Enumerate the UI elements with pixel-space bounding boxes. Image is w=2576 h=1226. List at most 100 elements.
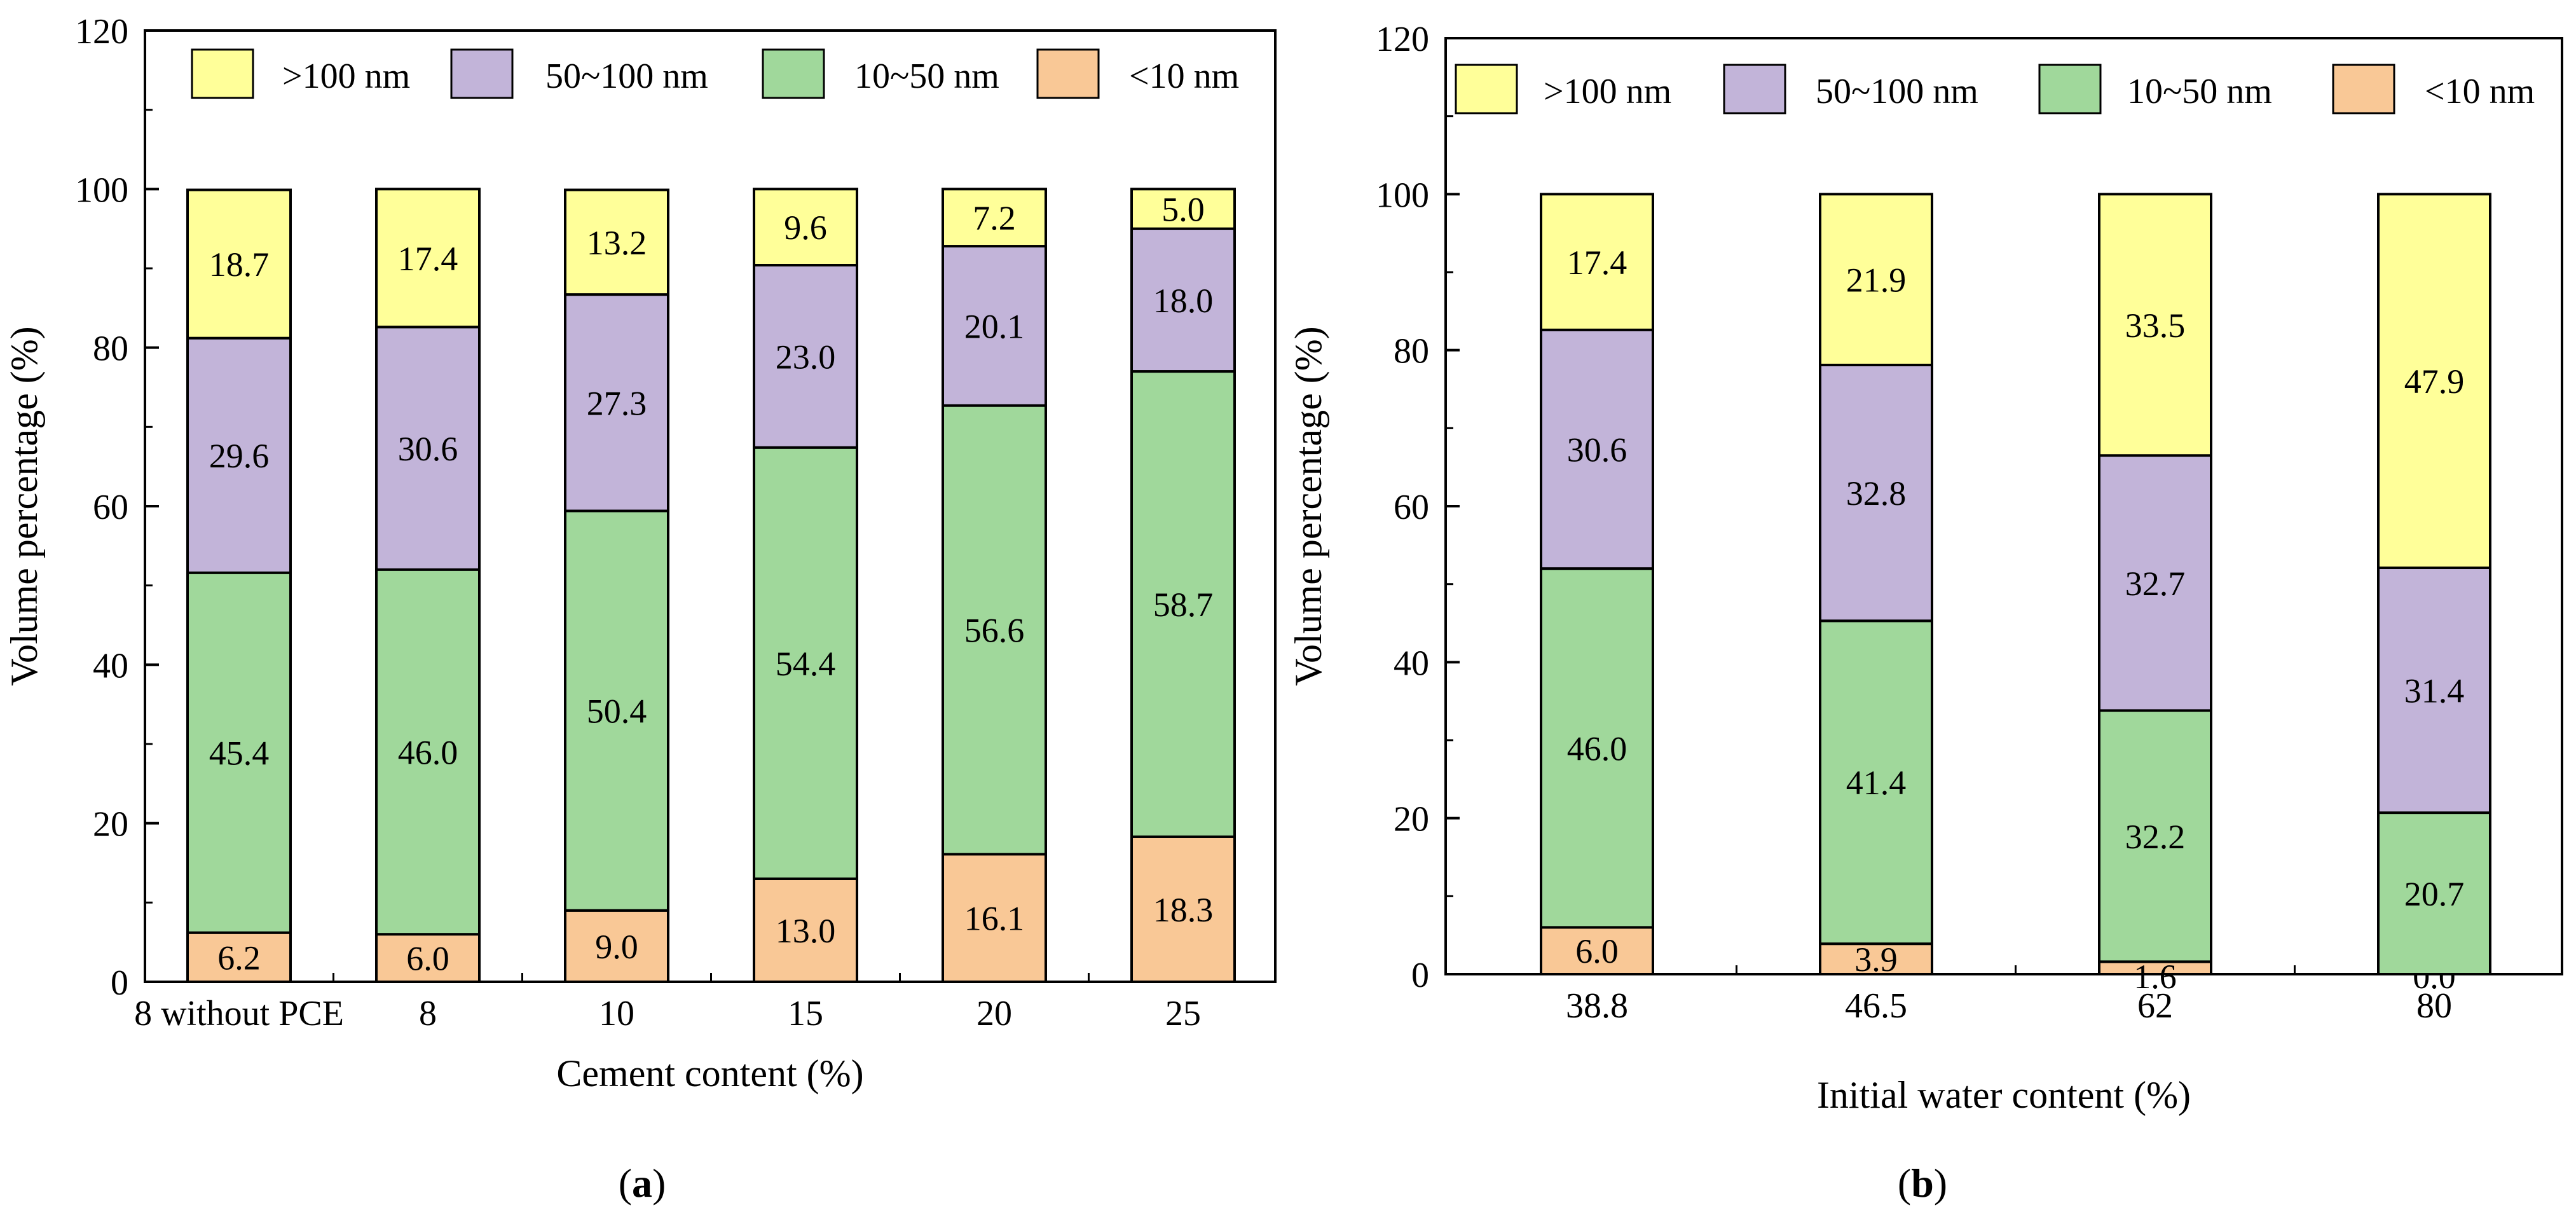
bar-a-5-50to100	[942, 245, 1047, 407]
plot-frame-a	[144, 29, 1277, 983]
data-label-b-3-3: 32.7	[2125, 565, 2186, 603]
panel-label-b: (b)	[1898, 1161, 1947, 1206]
y-tick-label-a-4: 80	[93, 329, 128, 369]
data-label-a-4-2: 54.4	[776, 645, 836, 683]
x-tick-label-a-4: 15	[788, 994, 823, 1033]
data-label-b-1-4: 17.4	[1567, 244, 1627, 282]
data-label-b-3-2: 32.2	[2125, 818, 2186, 856]
bar-a-6-50to100	[1130, 227, 1236, 373]
legend-swatch-b-3	[2038, 64, 2102, 114]
y-tick-label-b-0: 0	[1411, 956, 1429, 995]
chart-panel-b: 6.0 46.0 30.6 17.4 3.9 41.4 32.8 21.9 1.6 32.2 32.…	[1287, 20, 2563, 1206]
data-label-a-3-3: 27.3	[587, 384, 647, 422]
bar-b-4-gt100	[2377, 193, 2491, 569]
bar-b-2-50to100	[1819, 363, 1933, 623]
legend-swatch-b-2	[1723, 64, 1786, 114]
data-label-a-1-1: 6.2	[217, 939, 261, 977]
legend-label-b-2: 50~100 nm	[1816, 72, 1978, 111]
bar-a-4-50to100	[753, 264, 858, 449]
legend-swatch-b-1	[1455, 64, 1518, 114]
legend-label-b-3: 10~50 nm	[2127, 72, 2272, 111]
legend-label-a-4: <10 nm	[1129, 57, 1239, 96]
legend-swatch-b-4	[2332, 64, 2395, 114]
bar-b-2-gt100	[1819, 193, 1933, 366]
data-label-a-5-1: 16.1	[964, 900, 1025, 938]
data-label-a-6-4: 5.0	[1161, 191, 1205, 229]
legend-swatch-a-3	[762, 48, 825, 99]
bar-a-3-gt100	[564, 188, 669, 296]
data-label-a-5-2: 56.6	[964, 611, 1025, 649]
y-tick-label-a-1: 20	[93, 805, 128, 844]
data-label-b-1-3: 30.6	[1567, 430, 1627, 469]
data-label-b-1-2: 46.0	[1567, 729, 1627, 768]
bar-a-2-gt100	[375, 188, 481, 329]
data-label-a-2-3: 30.6	[398, 430, 458, 468]
legend-swatch-a-2	[450, 48, 514, 99]
data-label-a-3-2: 50.4	[587, 692, 647, 731]
y-tick-label-b-4: 80	[1394, 332, 1429, 371]
data-label-a-3-1: 9.0	[595, 928, 638, 966]
bar-a-6-gt100	[1130, 188, 1236, 230]
data-label-a-2-4: 17.4	[398, 240, 458, 278]
bar-b-2-10to50	[1819, 619, 1933, 946]
bar-b-3-gt100	[2098, 193, 2212, 457]
legend-swatch-a-1	[191, 48, 254, 99]
data-label-a-5-4: 7.2	[973, 199, 1016, 237]
data-label-a-6-3: 18.0	[1153, 282, 1214, 320]
panel-label-a: (a)	[619, 1161, 666, 1206]
bar-a-6-lt10	[1130, 835, 1236, 983]
y-tick-label-a-0: 0	[111, 963, 128, 1003]
bar-b-1-gt100	[1540, 193, 1654, 331]
y-tick-label-b-3: 60	[1394, 488, 1429, 527]
legend-label-a-3: 10~50 nm	[854, 57, 999, 96]
y-tick-label-a-2: 40	[93, 646, 128, 685]
x-tick-label-b-4: 80	[2416, 986, 2452, 1026]
bar-a-3-50to100	[564, 293, 669, 513]
bar-b-3-10to50	[2098, 709, 2212, 963]
y-tick-label-a-6: 120	[75, 12, 128, 52]
bar-a-4-gt100	[753, 188, 858, 267]
x-tick-label-b-2: 46.5	[1845, 986, 1907, 1026]
legend-label-b-1: >100 nm	[1544, 72, 1671, 111]
x-axis-label-b: Initial water content (%)	[1817, 1074, 2191, 1116]
data-label-a-2-1: 6.0	[406, 940, 449, 978]
data-label-a-1-3: 29.6	[209, 437, 270, 475]
data-label-b-2-3: 32.8	[1846, 474, 1907, 513]
bar-a-3-10to50	[564, 509, 669, 912]
data-label-a-4-1: 13.0	[776, 912, 836, 950]
data-label-a-6-2: 58.7	[1153, 586, 1214, 624]
data-label-b-2-2: 41.4	[1846, 764, 1907, 802]
x-tick-label-a-2: 8	[419, 994, 437, 1033]
bar-b-3-50to100	[2098, 454, 2212, 712]
bar-b-1-50to100	[1540, 328, 1654, 570]
y-tick-label-b-6: 120	[1376, 20, 1429, 59]
y-tick-label-b-2: 40	[1394, 644, 1429, 683]
legend-label-a-1: >100 nm	[282, 57, 410, 96]
y-tick-label-b-5: 100	[1376, 176, 1429, 215]
y-tick-label-a-5: 100	[75, 170, 128, 210]
x-tick-label-b-1: 38.8	[1566, 986, 1628, 1026]
bar-a-2-50to100	[375, 326, 481, 571]
legend-label-a-2: 50~100 nm	[545, 57, 708, 96]
y-tick-label-b-1: 20	[1394, 800, 1429, 839]
data-label-b-3-1: 1.6	[2134, 958, 2177, 996]
data-label-a-4-4: 9.6	[784, 209, 827, 247]
x-tick-label-a-3: 10	[599, 994, 634, 1033]
x-axis-label-a: Cement content (%)	[556, 1052, 863, 1094]
data-label-b-4-3: 31.4	[2404, 672, 2465, 710]
bar-a-2-10to50	[375, 568, 481, 936]
data-label-b-3-4: 33.5	[2125, 306, 2186, 345]
data-label-b-4-4: 47.9	[2404, 362, 2465, 401]
y-tick-label-a-3: 60	[93, 488, 128, 527]
bar-a-1-gt100	[186, 188, 292, 340]
bar-a-1-10to50	[186, 571, 292, 934]
x-tick-label-a-5: 20	[976, 994, 1012, 1033]
data-label-a-4-3: 23.0	[776, 338, 836, 376]
bar-a-5-gt100	[942, 188, 1047, 248]
bar-b-1-10to50	[1540, 567, 1654, 929]
data-label-b-2-1: 3.9	[1854, 940, 1898, 979]
data-label-a-1-4: 18.7	[209, 245, 270, 284]
bar-a-5-lt10	[942, 853, 1047, 983]
y-axis-label-b: Volume percentage (%)	[1287, 326, 1329, 685]
